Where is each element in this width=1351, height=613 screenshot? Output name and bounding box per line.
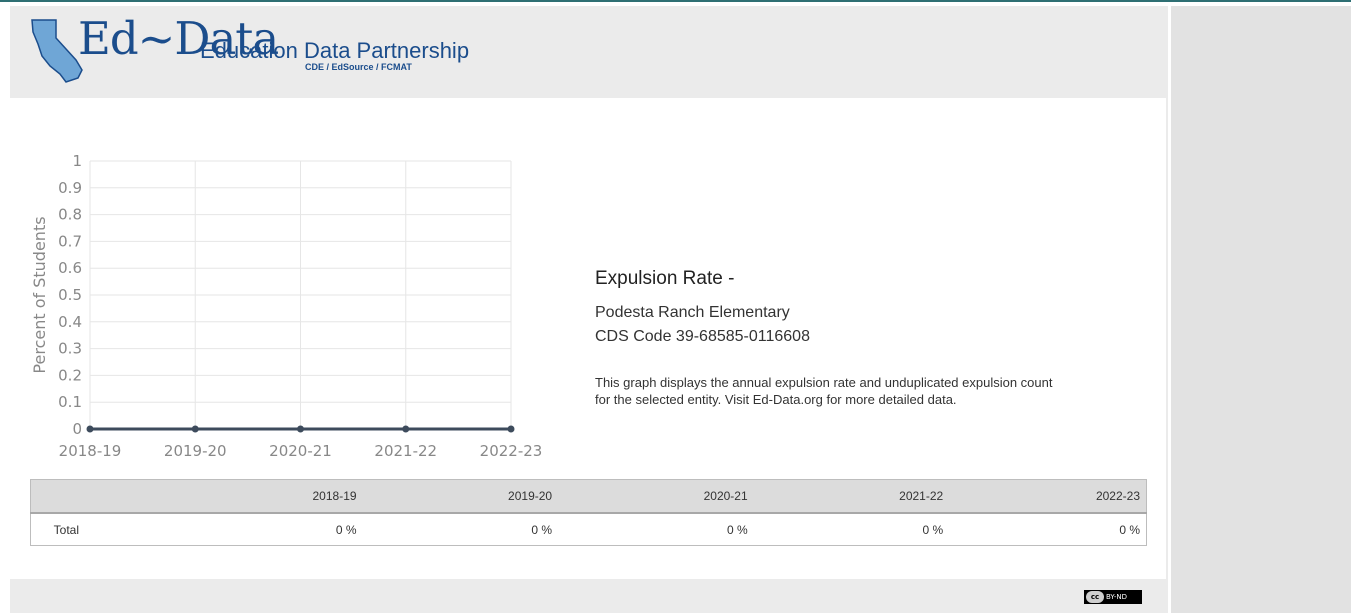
logo-wordmark: Ed~Data xyxy=(78,12,279,65)
expulsion-data-table: 2018-19 2019-20 2020-21 2021-22 2022-23 … xyxy=(30,479,1147,546)
table-cell: 0 % xyxy=(753,513,950,546)
table-cell: 0 % xyxy=(558,513,754,546)
table-header-cell: 2022-23 xyxy=(949,479,1147,514)
table-cell: 0 % xyxy=(362,513,559,546)
table-row: Total 0 % 0 % 0 % 0 % 0 % xyxy=(30,513,1147,546)
table-header-cell: 2020-21 xyxy=(558,479,754,514)
top-border xyxy=(0,0,1351,2)
california-map-icon xyxy=(31,19,83,83)
creative-commons-badge[interactable]: cc BY-ND xyxy=(1084,590,1142,604)
license-text: BY-ND xyxy=(1106,593,1128,601)
table-header-row: 2018-19 2019-20 2020-21 2021-22 2022-23 xyxy=(30,479,1147,514)
ed-data-logo[interactable]: Ed~Data Education Data Partnership CDE /… xyxy=(30,12,469,86)
cds-code: CDS Code 39-68585-0116608 xyxy=(595,328,810,345)
entity-name: Podesta Ranch Elementary xyxy=(595,304,790,321)
table-cell: 0 % xyxy=(949,513,1147,546)
cc-icon: cc xyxy=(1086,591,1104,603)
chart-description: This graph displays the annual expulsion… xyxy=(595,375,1053,407)
table-cell: 0 % xyxy=(167,513,363,546)
table-header-cell: 2021-22 xyxy=(753,479,950,514)
right-side-panel xyxy=(1171,6,1351,613)
logo-partnership-text: Education Data Partnership xyxy=(200,38,470,63)
chart-title: Expulsion Rate - xyxy=(595,268,735,289)
row-label: Total xyxy=(30,513,167,546)
table-header-cell xyxy=(30,479,167,514)
table-header-cell: 2018-19 xyxy=(167,479,363,514)
logo-partners-subtitle: CDE / EdSource / FCMAT xyxy=(305,62,412,72)
table-header-cell: 2019-20 xyxy=(362,479,559,514)
